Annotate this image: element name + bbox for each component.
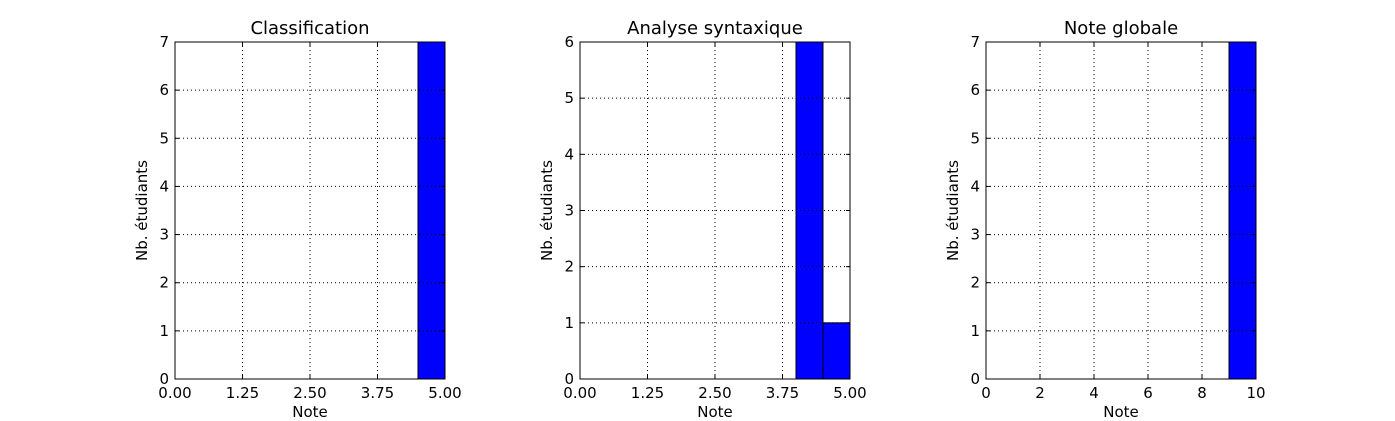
x-tick-label: 2 bbox=[1035, 384, 1045, 402]
x-tick-label: 4 bbox=[1089, 384, 1099, 402]
chart-title: Classification bbox=[250, 18, 369, 39]
y-tick-label: 0 bbox=[564, 370, 574, 388]
histogram-bar bbox=[1228, 41, 1257, 380]
histogram-bar bbox=[417, 41, 446, 380]
y-tick-label: 7 bbox=[159, 33, 169, 51]
y-axis-label: Nb. étudiants bbox=[944, 160, 962, 261]
y-tick-label: 0 bbox=[970, 370, 980, 388]
x-tick-label: 0.00 bbox=[158, 384, 191, 402]
y-tick-label: 1 bbox=[159, 322, 169, 340]
x-tick-label: 8 bbox=[1197, 384, 1207, 402]
chart-panel-1: 0.00 1.25 2.50 3.75 5.00 0 1 2 3 4 5 6 7 Classificati… bbox=[133, 18, 462, 421]
x-axis-label: Note bbox=[1103, 403, 1139, 421]
y-tick-label: 3 bbox=[970, 226, 980, 244]
y-tick-label: 6 bbox=[159, 81, 169, 99]
y-tick-label: 6 bbox=[564, 33, 574, 51]
y-axis-label: Nb. étudiants bbox=[133, 160, 151, 261]
chart-panel-3: 0 2 4 6 8 10 0 1 2 3 4 5 6 7 Note globale Note Nb. étudi… bbox=[944, 18, 1266, 421]
x-tick-label: 0.00 bbox=[563, 384, 596, 402]
plot-frame bbox=[985, 41, 1257, 380]
y-tick-label: 4 bbox=[564, 145, 574, 163]
x-tick-label: 2.50 bbox=[293, 384, 326, 402]
y-tick-label: 1 bbox=[970, 322, 980, 340]
x-tick-label: 3.75 bbox=[766, 384, 799, 402]
chart-title: Note globale bbox=[1064, 18, 1178, 39]
x-axis-label: Note bbox=[697, 403, 733, 421]
y-tick-label: 5 bbox=[159, 129, 169, 147]
y-tick-label: 2 bbox=[564, 258, 574, 276]
chart-panel-2: 0.00 1.25 2.50 3.75 5.00 0 1 2 3 4 5 6 Analyse synta… bbox=[538, 18, 867, 421]
y-tick-label: 4 bbox=[970, 177, 980, 195]
x-tick-label: 1.25 bbox=[631, 384, 664, 402]
x-tick-label: 3.75 bbox=[361, 384, 394, 402]
y-tick-label: 5 bbox=[564, 89, 574, 107]
x-tick-label: 6 bbox=[1143, 384, 1153, 402]
y-tick-label: 0 bbox=[159, 370, 169, 388]
y-tick-label: 3 bbox=[564, 202, 574, 220]
x-tick-label: 2.50 bbox=[698, 384, 731, 402]
y-tick-label: 5 bbox=[970, 129, 980, 147]
x-tick-label: 5.00 bbox=[833, 384, 866, 402]
x-tick-label: 0 bbox=[981, 384, 991, 402]
y-tick-label: 2 bbox=[159, 274, 169, 292]
x-tick-label: 5.00 bbox=[428, 384, 461, 402]
y-tick-label: 3 bbox=[159, 226, 169, 244]
x-tick-label: 1.25 bbox=[226, 384, 259, 402]
y-tick-label: 7 bbox=[970, 33, 980, 51]
y-tick-label: 4 bbox=[159, 177, 169, 195]
x-axis-label: Note bbox=[292, 403, 328, 421]
y-axis-label: Nb. étudiants bbox=[538, 160, 556, 261]
histogram-bar bbox=[822, 322, 851, 380]
x-tick-label: 10 bbox=[1246, 384, 1265, 402]
y-tick-label: 6 bbox=[970, 81, 980, 99]
y-tick-label: 2 bbox=[970, 274, 980, 292]
chart-title: Analyse syntaxique bbox=[627, 18, 803, 39]
y-tick-label: 1 bbox=[564, 314, 574, 332]
